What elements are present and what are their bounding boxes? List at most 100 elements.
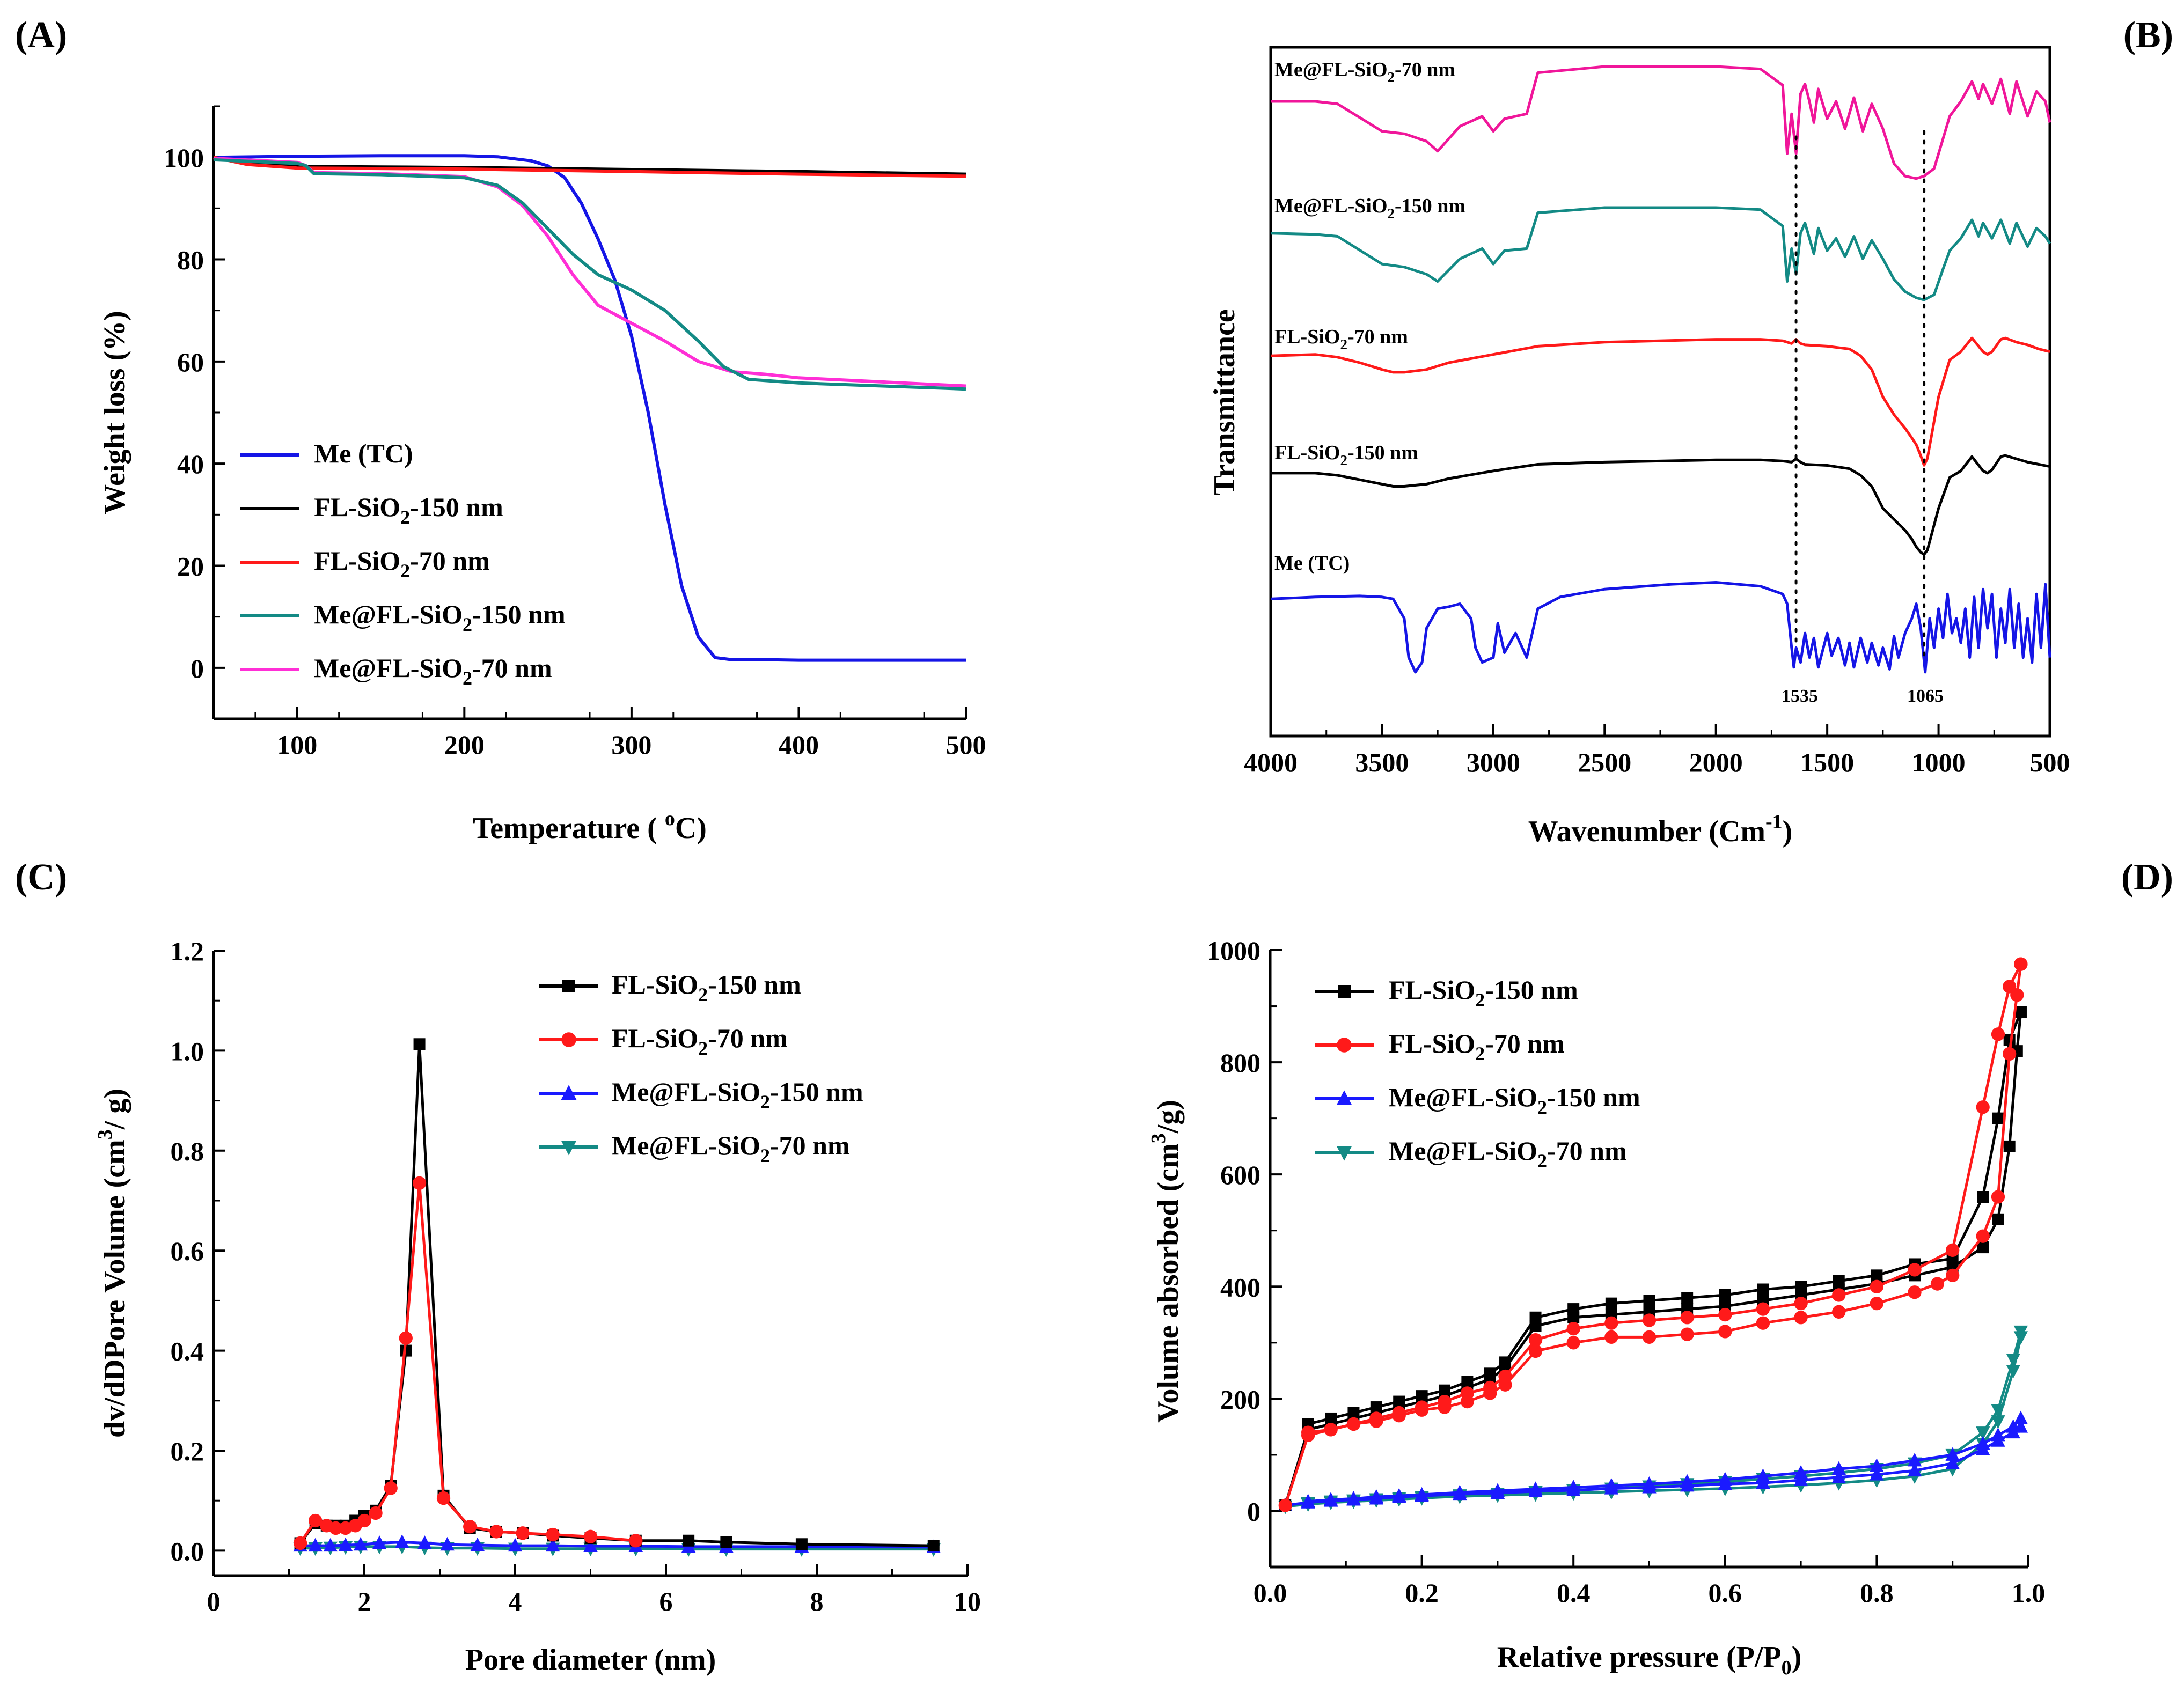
data-point-fl70: [1832, 1288, 1846, 1302]
text-span: /g): [1152, 1100, 1185, 1134]
data-point-fl70: [463, 1520, 477, 1534]
panel-c: (C) 0 2 4 6 8 10 0.0 0.2 0.4 0.6 0.8 1.0 1.2 Pore diam…: [15, 857, 981, 1676]
y-tick-label: 0: [1247, 1496, 1260, 1526]
data-point-me150: [2013, 1410, 2028, 1424]
y-tick-label: 0.6: [171, 1236, 204, 1266]
data-point-fl70: [1991, 1190, 2005, 1204]
data-point-fl150: [1347, 1407, 1360, 1419]
data-point-me150: [1991, 1428, 2005, 1442]
data-point-fl150: [1992, 1213, 2004, 1225]
data-point-me150: [308, 1538, 323, 1552]
legend-label-fl70: FL-SiO2-70 nm: [314, 546, 490, 582]
data-point-fl150: [1977, 1241, 1989, 1254]
x-tick-label: 2500: [1578, 747, 1631, 777]
data-point-me150: [417, 1535, 432, 1549]
text-span: -70 nm: [472, 653, 552, 683]
y-tick-label: 0.2: [171, 1436, 204, 1466]
series-line-me150: [213, 158, 966, 391]
data-point-fl70: [1991, 1027, 2005, 1041]
data-point-fl70: [384, 1481, 398, 1495]
data-point-fl70: [546, 1527, 560, 1542]
y-axis-title: dv/dDPore Volume (cm3/ g): [94, 1089, 131, 1438]
data-point-me150: [470, 1537, 485, 1551]
panel-a: (A) 100 200 300 400 500 0 20 40 60 80 100 Temperatur…: [15, 14, 986, 845]
data-point-me150: [1490, 1483, 1505, 1497]
x-tick-label: 300: [611, 730, 651, 760]
x-tick-label: 0.4: [1557, 1578, 1591, 1608]
x-tick-label: 100: [277, 730, 317, 760]
panel-c-label: (C): [15, 857, 67, 898]
data-point-fl70: [1680, 1327, 1694, 1341]
data-point-fl150: [1461, 1376, 1474, 1388]
x-axis-title: Wavenumber (Cm-1): [1528, 811, 1793, 848]
legend-label-fl150: FL-SiO2-150 nm: [1389, 975, 1578, 1011]
data-point-fl70: [1642, 1330, 1657, 1344]
x-axis-title: Pore diameter (nm): [465, 1643, 716, 1676]
legend-label-fl70: FL-SiO2-70 nm: [1389, 1028, 1565, 1064]
legend-marker-me150: [561, 1085, 577, 1100]
data-point-fl70: [2003, 1047, 2017, 1061]
legend-marker-me70: [561, 1141, 577, 1156]
series-line-me: [213, 154, 966, 662]
text-span: ): [1792, 1641, 1802, 1674]
data-point-fl150: [1529, 1311, 1542, 1323]
y-tick-label: 40: [177, 449, 204, 479]
data-point-fl150: [927, 1540, 940, 1552]
text-span: dv/dDPore Volume (cm: [98, 1139, 131, 1438]
text-span: 2: [1475, 1043, 1485, 1064]
panel-b: (B) 4000 3500 3000 2500 2000 1500 1000 500 Wavenu…: [1208, 14, 2173, 848]
x-tick-label: 1500: [1800, 747, 1854, 777]
text-span: Me@FL-SiO: [1274, 195, 1388, 217]
data-point-fl150: [1833, 1275, 1845, 1287]
data-point-fl70: [1528, 1333, 1543, 1347]
data-point-fl70: [1566, 1336, 1580, 1350]
data-point-fl150: [1567, 1303, 1580, 1315]
data-point-me150: [1756, 1468, 1770, 1482]
text-span: 2: [1475, 989, 1485, 1011]
text-span: -70 nm: [770, 1130, 850, 1160]
data-point-fl70: [1946, 1243, 1960, 1257]
spectrum-me: [1270, 581, 2051, 674]
legend-label-fl150: FL-SiO2-150 nm: [314, 492, 503, 528]
data-point-fl70: [328, 1521, 343, 1535]
text-span: 2: [760, 1091, 770, 1113]
data-point-me150: [1945, 1455, 1960, 1469]
x-tick-label: 400: [779, 730, 819, 760]
data-point-me150: [323, 1538, 338, 1552]
text-span: -70 nm: [708, 1023, 788, 1053]
data-point-fl150: [720, 1536, 732, 1548]
data-point-fl70: [516, 1526, 530, 1540]
data-point-fl150: [2003, 1140, 2016, 1152]
y-tick-label: 20: [177, 551, 204, 582]
data-point-me150: [1415, 1487, 1429, 1501]
data-point-fl150: [795, 1538, 808, 1550]
panel-a-label: (A): [15, 14, 67, 56]
data-point-fl70: [1604, 1330, 1618, 1344]
data-point-fl150: [1370, 1401, 1382, 1414]
legend-label-me150: Me@FL-SiO2-150 nm: [612, 1077, 863, 1113]
x-axis-title: Relative pressure (P/P0): [1497, 1641, 1801, 1679]
data-point-me150: [1528, 1481, 1543, 1495]
trace-label-me70: Me@FL-SiO2-70 nm: [1274, 58, 1455, 85]
data-point-me150: [440, 1536, 455, 1551]
text-span: 2: [1340, 336, 1347, 352]
data-point-fl70: [1604, 1316, 1618, 1330]
data-point-me150: [1793, 1465, 1808, 1479]
text-span: FL-SiO: [1389, 975, 1475, 1005]
data-point-fl70: [1718, 1325, 1732, 1339]
text-span: Me@FL-SiO: [1389, 1136, 1537, 1166]
data-point-fl70: [1498, 1369, 1512, 1384]
y-tick-label: 200: [1220, 1384, 1260, 1414]
data-point-fl70: [436, 1491, 451, 1505]
text-span: 2: [1388, 69, 1395, 85]
data-point-me150: [1907, 1453, 1922, 1467]
data-point-fl150: [1393, 1395, 1405, 1408]
series-line-me70: [213, 157, 966, 388]
spectrum-me70: [1271, 65, 2051, 180]
x-tick-label: 2000: [1689, 747, 1743, 777]
data-point-fl70: [309, 1513, 323, 1528]
x-tick-label: 200: [444, 730, 485, 760]
text-span: -150 nm: [1395, 195, 1465, 217]
data-point-fl150: [413, 1038, 426, 1050]
